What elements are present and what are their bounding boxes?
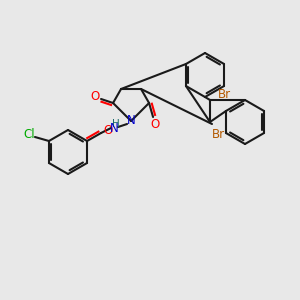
Text: H: H xyxy=(112,119,120,129)
Text: O: O xyxy=(90,89,100,103)
Text: O: O xyxy=(103,124,113,137)
Text: Br: Br xyxy=(218,88,231,100)
Text: Cl: Cl xyxy=(23,128,35,142)
Text: N: N xyxy=(110,122,118,134)
Text: Br: Br xyxy=(212,128,225,140)
Text: O: O xyxy=(150,118,160,130)
Text: N: N xyxy=(127,115,135,128)
